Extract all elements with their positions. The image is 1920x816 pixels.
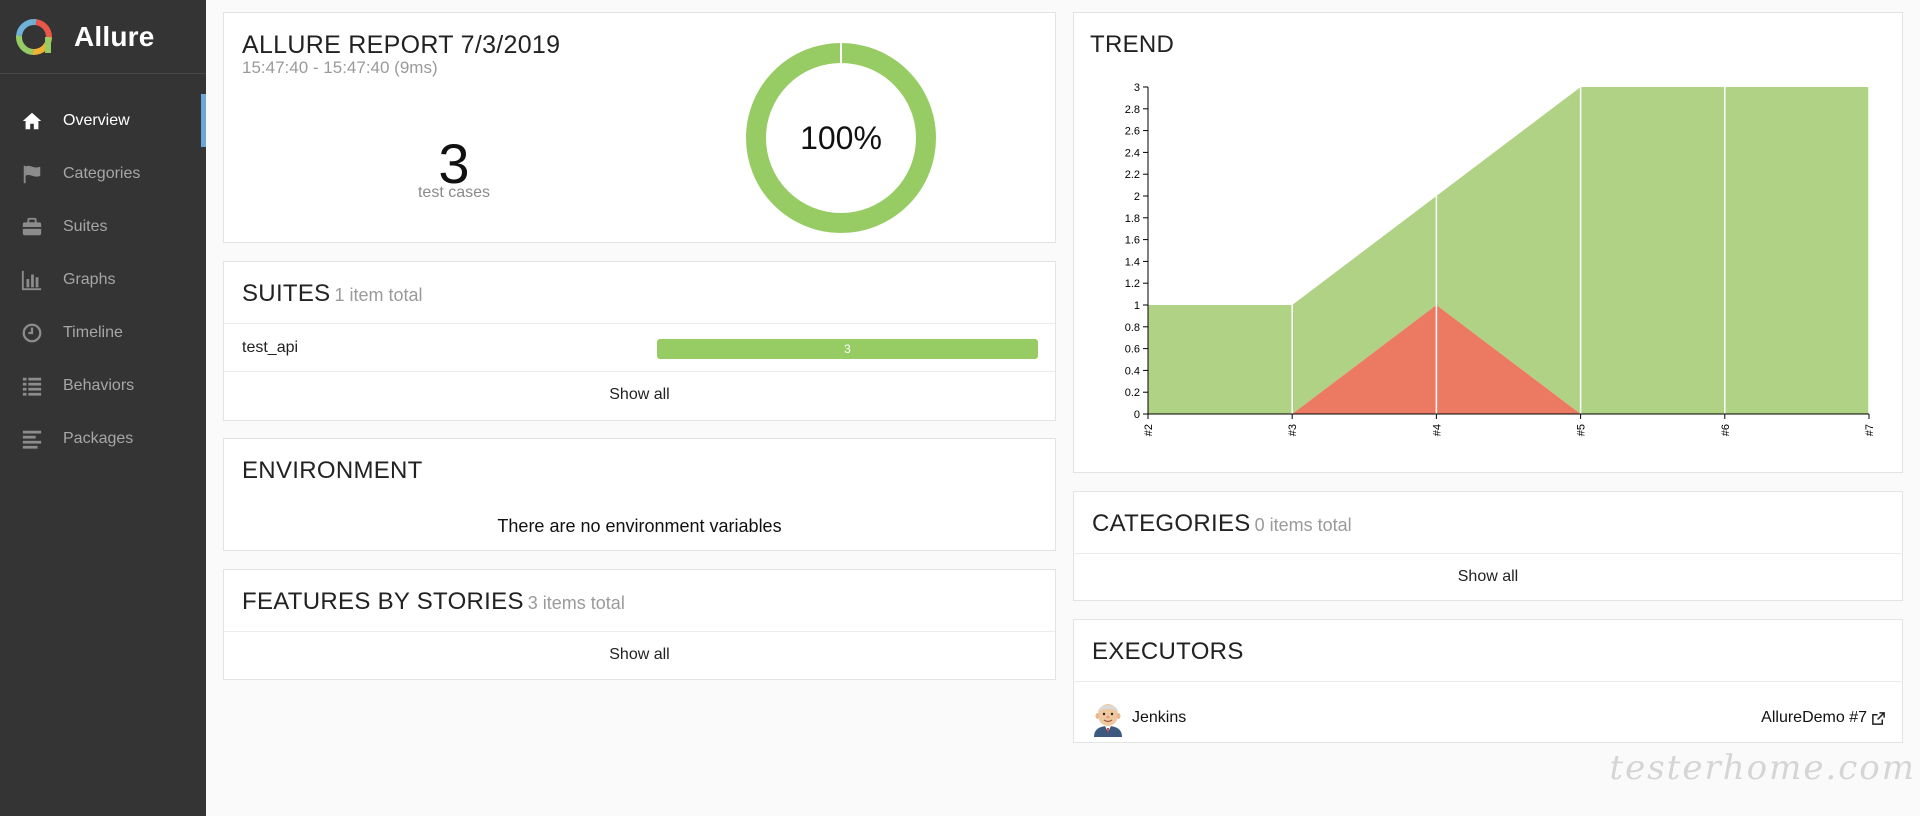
- sidebar-nav: Overview Categories Suites Graphs Timeli…: [0, 74, 206, 465]
- suite-row[interactable]: test_api: [224, 324, 1055, 372]
- sidebar-item-label: Packages: [63, 429, 134, 447]
- sidebar-item-categories[interactable]: Categories: [0, 147, 206, 200]
- sidebar-item-suites[interactable]: Suites: [0, 200, 206, 253]
- summary-widget: ALLURE REPORT 7/3/2019 15:47:40 - 15:47:…: [223, 12, 1056, 243]
- trend-widget: TREND 0 0.2 0.4 0.6 0.8 1 1.2 1.4 1.6 1.8 2 2.2 2.4 2…: [1073, 12, 1903, 473]
- sidebar-item-label: Timeline: [63, 323, 123, 341]
- sidebar-item-graphs[interactable]: Graphs: [0, 253, 206, 306]
- success-rate-donut[interactable]: [744, 41, 938, 235]
- suites-header: SUITES 1 item total: [224, 262, 1055, 324]
- trend-x-tick-label: #4: [1431, 424, 1443, 436]
- sidebar-item-label: Overview: [63, 111, 130, 129]
- trend-y-tick-label: 1.4: [1125, 256, 1140, 268]
- executor-build-label: AllureDemo #7: [1761, 709, 1867, 726]
- suites-title: SUITES: [242, 280, 331, 307]
- features-count: 3 items total: [527, 593, 625, 613]
- sidebar-item-label: Categories: [63, 164, 141, 182]
- trend-y-tick-label: 0: [1134, 409, 1140, 421]
- executors-widget: EXECUTORS Jenkins AllureDemo #7: [1073, 619, 1903, 743]
- watermark: testerhome.com: [1609, 748, 1916, 788]
- trend-y-tick-label: 1.8: [1125, 213, 1140, 225]
- trend-area-failed: [1148, 305, 1869, 414]
- trend-chart[interactable]: 0 0.2 0.4 0.6 0.8 1 1.2 1.4 1.6 1.8 2 2.2 2.4 2.6 2.8 3…: [1074, 13, 1904, 474]
- trend-y-tick-label: 1.6: [1125, 235, 1140, 247]
- trend-y-tick-label: 2: [1134, 191, 1140, 203]
- trend-y-tick-label: 1.2: [1125, 278, 1140, 290]
- features-widget: FEATURES BY STORIES 3 items total Show a…: [223, 569, 1056, 680]
- categories-widget: CATEGORIES 0 items total Show all: [1073, 491, 1903, 601]
- sidebar-item-packages[interactable]: Packages: [0, 412, 206, 465]
- categories-count: 0 items total: [1254, 515, 1352, 535]
- briefcase-icon: [20, 215, 44, 239]
- trend-y-tick-label: 2.8: [1125, 104, 1140, 116]
- bar-chart-icon: [20, 268, 44, 292]
- environment-empty-message: There are no environment variables: [497, 516, 782, 536]
- categories-header: CATEGORIES 0 items total: [1074, 492, 1902, 554]
- sidebar: Allure Overview Categories Suites Graphs: [0, 0, 206, 816]
- sidebar-item-behaviors[interactable]: Behaviors: [0, 359, 206, 412]
- features-show-all-link[interactable]: Show all: [609, 646, 670, 663]
- report-time-range: 15:47:40 - 15:47:40 (9ms): [242, 58, 438, 77]
- suites-widget: SUITES 1 item total test_api 3 Show all: [223, 261, 1056, 421]
- brand[interactable]: Allure: [0, 0, 206, 74]
- trend-y-tick-label: 2.2: [1125, 169, 1140, 181]
- trend-y-tick-label: 0.8: [1125, 322, 1140, 334]
- features-title: FEATURES BY STORIES: [242, 588, 524, 615]
- trend-x-tick-label: #7: [1864, 424, 1876, 436]
- trend-x-tick-label: #5: [1576, 424, 1588, 436]
- suites-count: 1 item total: [334, 285, 423, 305]
- executors-header: EXECUTORS: [1074, 620, 1902, 682]
- clock-icon: [20, 321, 44, 345]
- executor-name: Jenkins: [1132, 709, 1187, 726]
- suite-name: test_api: [242, 338, 299, 356]
- success-rate-percent: 100%: [800, 119, 882, 156]
- allure-logo-icon: [16, 18, 52, 55]
- suites-show-all-link[interactable]: Show all: [609, 386, 670, 403]
- sidebar-item-label: Behaviors: [63, 376, 135, 394]
- external-link-icon: [1872, 711, 1885, 725]
- trend-x-tick-label: #6: [1720, 424, 1732, 436]
- trend-y-tick-label: 3: [1134, 82, 1140, 94]
- trend-x-tick-label: #3: [1287, 424, 1299, 436]
- sidebar-item-label: Graphs: [63, 270, 116, 288]
- trend-y-tick-label: 0.4: [1125, 365, 1140, 377]
- align-left-icon: [20, 427, 44, 451]
- list-icon: [20, 374, 44, 398]
- test-case-count: 3: [438, 132, 470, 195]
- executor-build-link[interactable]: AllureDemo #7: [1761, 709, 1886, 727]
- flag-icon: [20, 162, 44, 186]
- trend-y-tick-label: 2.4: [1125, 147, 1140, 159]
- sidebar-item-label: Suites: [63, 217, 108, 235]
- trend-y-tick-label: 1: [1134, 300, 1140, 312]
- suite-status-bar[interactable]: 3: [657, 339, 1038, 359]
- environment-title: ENVIRONMENT: [242, 457, 423, 484]
- app-title: Allure: [74, 20, 155, 52]
- environment-header: ENVIRONMENT: [224, 439, 1055, 501]
- trend-area-passed: [1148, 87, 1869, 414]
- trend-y-tick-label: 0.6: [1125, 344, 1140, 356]
- categories-show-all-link[interactable]: Show all: [1457, 568, 1519, 585]
- categories-title: CATEGORIES: [1092, 510, 1251, 537]
- sidebar-item-timeline[interactable]: Timeline: [0, 306, 206, 359]
- environment-widget: ENVIRONMENT There are no environment var…: [223, 438, 1056, 551]
- test-case-count-label: test cases: [417, 184, 491, 201]
- executors-title: EXECUTORS: [1092, 638, 1244, 665]
- report-title: ALLURE REPORT 7/3/2019: [242, 31, 561, 59]
- sidebar-item-overview[interactable]: Overview: [0, 94, 206, 147]
- trend-y-tick-label: 2.6: [1125, 126, 1140, 138]
- suite-passed-count: 3: [844, 342, 851, 356]
- home-icon: [20, 109, 44, 133]
- features-header: FEATURES BY STORIES 3 items total: [224, 570, 1055, 632]
- jenkins-avatar-icon: [1094, 704, 1122, 737]
- executor-row: Jenkins AllureDemo #7: [1074, 682, 1902, 742]
- trend-title: TREND: [1090, 31, 1175, 58]
- trend-y-tick-label: 0.2: [1125, 387, 1140, 399]
- trend-x-tick-label: #2: [1143, 424, 1155, 436]
